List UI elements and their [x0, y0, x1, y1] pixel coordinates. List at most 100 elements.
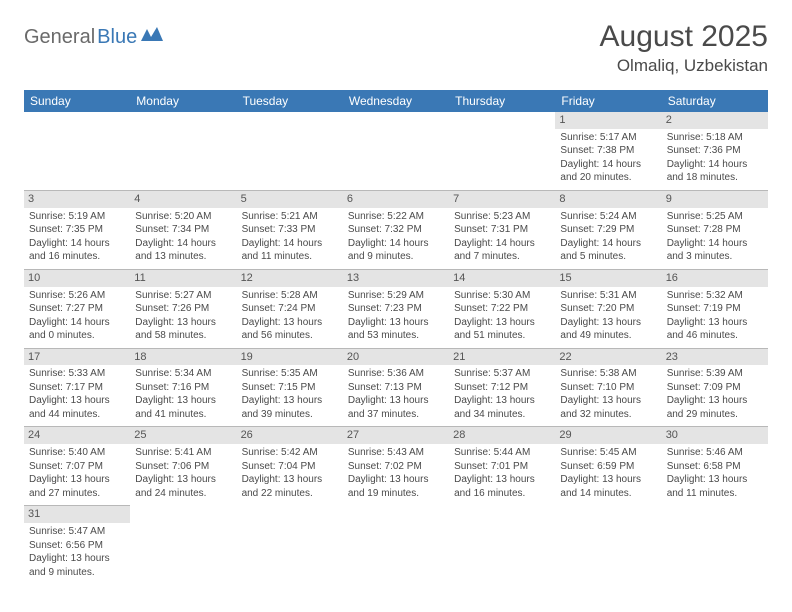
- calendar-table: SundayMondayTuesdayWednesdayThursdayFrid…: [24, 90, 768, 584]
- day-number: 15: [555, 270, 661, 287]
- day-line-sr: Sunrise: 5:36 AM: [348, 367, 444, 381]
- calendar-body: 1Sunrise: 5:17 AMSunset: 7:38 PMDaylight…: [24, 112, 768, 584]
- day-line-ss: Sunset: 7:28 PM: [667, 223, 763, 237]
- calendar-day-empty: [662, 506, 768, 584]
- calendar-day-empty: [449, 112, 555, 190]
- day-number: 13: [343, 270, 449, 287]
- day-details: Sunrise: 5:47 AMSunset: 6:56 PMDaylight:…: [29, 525, 125, 579]
- day-line-ss: Sunset: 7:24 PM: [242, 302, 338, 316]
- title-block: August 2025 Olmaliq, Uzbekistan: [600, 20, 768, 76]
- calendar-day: 9 Sunrise: 5:25 AMSunset: 7:28 PMDaylight…: [662, 190, 768, 269]
- day-details: Sunrise: 5:29 AMSunset: 7:23 PMDaylight:…: [348, 289, 444, 343]
- day-number: 9: [662, 191, 768, 208]
- day-line-d1: Daylight: 13 hours: [242, 316, 338, 330]
- day-number: 26: [237, 427, 343, 444]
- day-line-sr: Sunrise: 5:30 AM: [454, 289, 550, 303]
- day-line-sr: Sunrise: 5:43 AM: [348, 446, 444, 460]
- calendar-day-empty: [449, 506, 555, 584]
- day-line-d2: and 20 minutes.: [560, 171, 656, 185]
- day-line-d1: Daylight: 13 hours: [348, 394, 444, 408]
- day-details: Sunrise: 5:25 AMSunset: 7:28 PMDaylight:…: [667, 210, 763, 264]
- day-line-ss: Sunset: 7:26 PM: [135, 302, 231, 316]
- day-details: Sunrise: 5:22 AMSunset: 7:32 PMDaylight:…: [348, 210, 444, 264]
- calendar-row: 3Sunrise: 5:19 AMSunset: 7:35 PMDaylight…: [24, 190, 768, 269]
- day-number: 18: [130, 349, 236, 366]
- calendar-day: 12 Sunrise: 5:28 AMSunset: 7:24 PMDayligh…: [237, 269, 343, 348]
- day-number: 7: [449, 191, 555, 208]
- calendar-day: 7 Sunrise: 5:23 AMSunset: 7:31 PMDaylight…: [449, 190, 555, 269]
- day-line-d1: Daylight: 13 hours: [242, 394, 338, 408]
- day-line-sr: Sunrise: 5:25 AM: [667, 210, 763, 224]
- day-line-ss: Sunset: 7:17 PM: [29, 381, 125, 395]
- calendar-row: 17Sunrise: 5:33 AMSunset: 7:17 PMDayligh…: [24, 348, 768, 427]
- day-details: Sunrise: 5:23 AMSunset: 7:31 PMDaylight:…: [454, 210, 550, 264]
- day-line-sr: Sunrise: 5:38 AM: [560, 367, 656, 381]
- day-line-sr: Sunrise: 5:40 AM: [29, 446, 125, 460]
- day-line-d2: and 16 minutes.: [29, 250, 125, 264]
- day-line-d2: and 39 minutes.: [242, 408, 338, 422]
- location: Olmaliq, Uzbekistan: [600, 56, 768, 76]
- day-line-d2: and 49 minutes.: [560, 329, 656, 343]
- weekday-header: Saturday: [662, 90, 768, 112]
- day-line-d1: Daylight: 14 hours: [29, 316, 125, 330]
- day-line-ss: Sunset: 7:09 PM: [667, 381, 763, 395]
- day-line-d2: and 5 minutes.: [560, 250, 656, 264]
- day-line-ss: Sunset: 7:15 PM: [242, 381, 338, 395]
- day-line-sr: Sunrise: 5:26 AM: [29, 289, 125, 303]
- weekday-header: Thursday: [449, 90, 555, 112]
- day-line-d1: Daylight: 14 hours: [667, 158, 763, 172]
- day-details: Sunrise: 5:40 AMSunset: 7:07 PMDaylight:…: [29, 446, 125, 500]
- day-line-ss: Sunset: 7:23 PM: [348, 302, 444, 316]
- day-line-ss: Sunset: 7:16 PM: [135, 381, 231, 395]
- day-line-d1: Daylight: 13 hours: [135, 473, 231, 487]
- day-details: Sunrise: 5:28 AMSunset: 7:24 PMDaylight:…: [242, 289, 338, 343]
- day-number: 10: [24, 270, 130, 287]
- day-line-d2: and 46 minutes.: [667, 329, 763, 343]
- day-line-ss: Sunset: 7:35 PM: [29, 223, 125, 237]
- day-line-ss: Sunset: 7:33 PM: [242, 223, 338, 237]
- day-number: 25: [130, 427, 236, 444]
- calendar-day: 4Sunrise: 5:20 AMSunset: 7:34 PMDaylight…: [130, 190, 236, 269]
- day-line-d2: and 3 minutes.: [667, 250, 763, 264]
- day-details: Sunrise: 5:43 AMSunset: 7:02 PMDaylight:…: [348, 446, 444, 500]
- day-line-sr: Sunrise: 5:41 AM: [135, 446, 231, 460]
- day-line-d1: Daylight: 14 hours: [348, 237, 444, 251]
- day-line-d2: and 41 minutes.: [135, 408, 231, 422]
- day-line-d1: Daylight: 13 hours: [454, 473, 550, 487]
- day-line-d2: and 32 minutes.: [560, 408, 656, 422]
- day-line-d2: and 13 minutes.: [135, 250, 231, 264]
- day-details: Sunrise: 5:38 AMSunset: 7:10 PMDaylight:…: [560, 367, 656, 421]
- day-number: 28: [449, 427, 555, 444]
- day-line-d2: and 56 minutes.: [242, 329, 338, 343]
- day-line-ss: Sunset: 6:59 PM: [560, 460, 656, 474]
- weekday-header: Tuesday: [237, 90, 343, 112]
- calendar-day: 8Sunrise: 5:24 AMSunset: 7:29 PMDaylight…: [555, 190, 661, 269]
- calendar-row: 1Sunrise: 5:17 AMSunset: 7:38 PMDaylight…: [24, 112, 768, 190]
- day-line-sr: Sunrise: 5:22 AM: [348, 210, 444, 224]
- day-line-d2: and 9 minutes.: [29, 566, 125, 580]
- day-details: Sunrise: 5:32 AMSunset: 7:19 PMDaylight:…: [667, 289, 763, 343]
- calendar-day-empty: [237, 112, 343, 190]
- day-line-d2: and 14 minutes.: [560, 487, 656, 501]
- day-line-sr: Sunrise: 5:28 AM: [242, 289, 338, 303]
- day-line-sr: Sunrise: 5:37 AM: [454, 367, 550, 381]
- weekday-header: Monday: [130, 90, 236, 112]
- day-line-d1: Daylight: 14 hours: [242, 237, 338, 251]
- day-line-sr: Sunrise: 5:21 AM: [242, 210, 338, 224]
- day-details: Sunrise: 5:18 AMSunset: 7:36 PMDaylight:…: [667, 131, 763, 185]
- calendar-day: 10Sunrise: 5:26 AMSunset: 7:27 PMDayligh…: [24, 269, 130, 348]
- calendar-day: 25Sunrise: 5:41 AMSunset: 7:06 PMDayligh…: [130, 427, 236, 506]
- calendar-day: 29Sunrise: 5:45 AMSunset: 6:59 PMDayligh…: [555, 427, 661, 506]
- calendar-day: 14Sunrise: 5:30 AMSunset: 7:22 PMDayligh…: [449, 269, 555, 348]
- day-number: 24: [24, 427, 130, 444]
- day-number: 23: [662, 349, 768, 366]
- day-number: 12: [237, 270, 343, 287]
- day-line-d1: Daylight: 14 hours: [560, 158, 656, 172]
- logo-text-general: General: [24, 26, 95, 49]
- day-number: 31: [24, 506, 130, 523]
- day-line-ss: Sunset: 7:19 PM: [667, 302, 763, 316]
- day-line-d2: and 9 minutes.: [348, 250, 444, 264]
- calendar-day-empty: [343, 506, 449, 584]
- day-line-d1: Daylight: 13 hours: [560, 394, 656, 408]
- day-details: Sunrise: 5:24 AMSunset: 7:29 PMDaylight:…: [560, 210, 656, 264]
